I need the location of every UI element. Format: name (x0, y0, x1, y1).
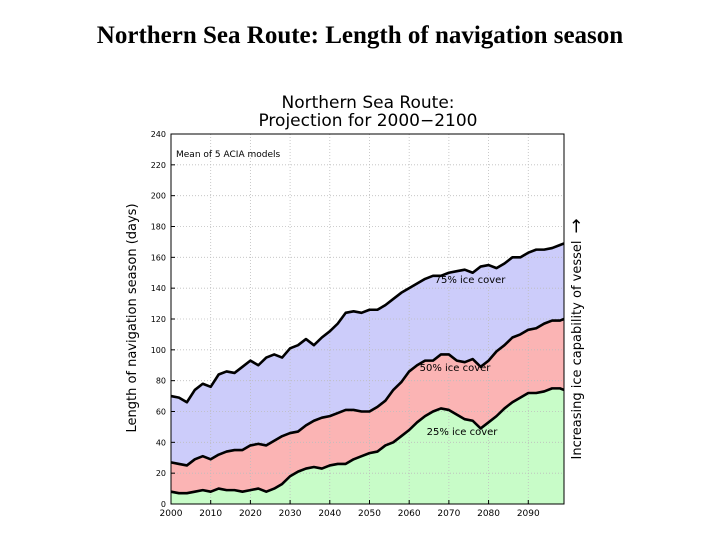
x-tick-label: 2070 (437, 509, 460, 519)
y-tick-label: 40 (156, 438, 166, 447)
x-tick-label: 2040 (318, 509, 341, 519)
y-tick-label: 120 (151, 315, 166, 324)
y-tick-label: 0 (161, 500, 166, 509)
series-label-3: 25% ice cover (427, 427, 499, 438)
chart-title: Northern Sea Route: (281, 93, 454, 113)
x-tick-label: 2060 (398, 509, 421, 519)
models-annotation: Mean of 5 ACIA models (176, 150, 280, 160)
x-tick-label: 2080 (477, 509, 500, 519)
y-tick-label: 20 (156, 469, 166, 478)
y-tick-label: 200 (151, 192, 166, 201)
x-tick-label: 2000 (160, 509, 183, 519)
right-arrow-icon: → (566, 218, 587, 233)
y-tick-label: 220 (151, 161, 166, 170)
slide-title: Northern Sea Route: Length of navigation… (96, 22, 624, 49)
series-line-2 (170, 317, 565, 467)
series-label-2: 50% ice cover (420, 363, 492, 374)
y-tick-label: 80 (156, 377, 166, 386)
x-tick-label: 2050 (358, 509, 381, 519)
y-tick-label: 100 (151, 346, 166, 355)
y-axis-label: Length of navigation season (days) (125, 203, 140, 432)
x-tick-label: 2020 (239, 509, 262, 519)
y-tick-label: 140 (151, 284, 166, 293)
series-line-3 (170, 387, 565, 495)
x-tick-label: 2030 (279, 509, 302, 519)
series-area-3 (171, 388, 564, 504)
chart-subtitle: Projection for 2000−2100 (258, 111, 477, 131)
y-tick-label: 60 (156, 408, 166, 417)
x-tick-label: 2090 (517, 509, 540, 519)
series-label-1: 75% ice cover (435, 275, 507, 286)
y-tick-label: 160 (151, 253, 166, 262)
y-tick-label: 240 (151, 130, 166, 139)
right-axis-label: Increasing ice capability of vessel (570, 241, 585, 460)
x-tick-label: 2010 (199, 509, 222, 519)
series-line-1 (170, 242, 565, 404)
y-tick-label: 180 (151, 223, 166, 232)
